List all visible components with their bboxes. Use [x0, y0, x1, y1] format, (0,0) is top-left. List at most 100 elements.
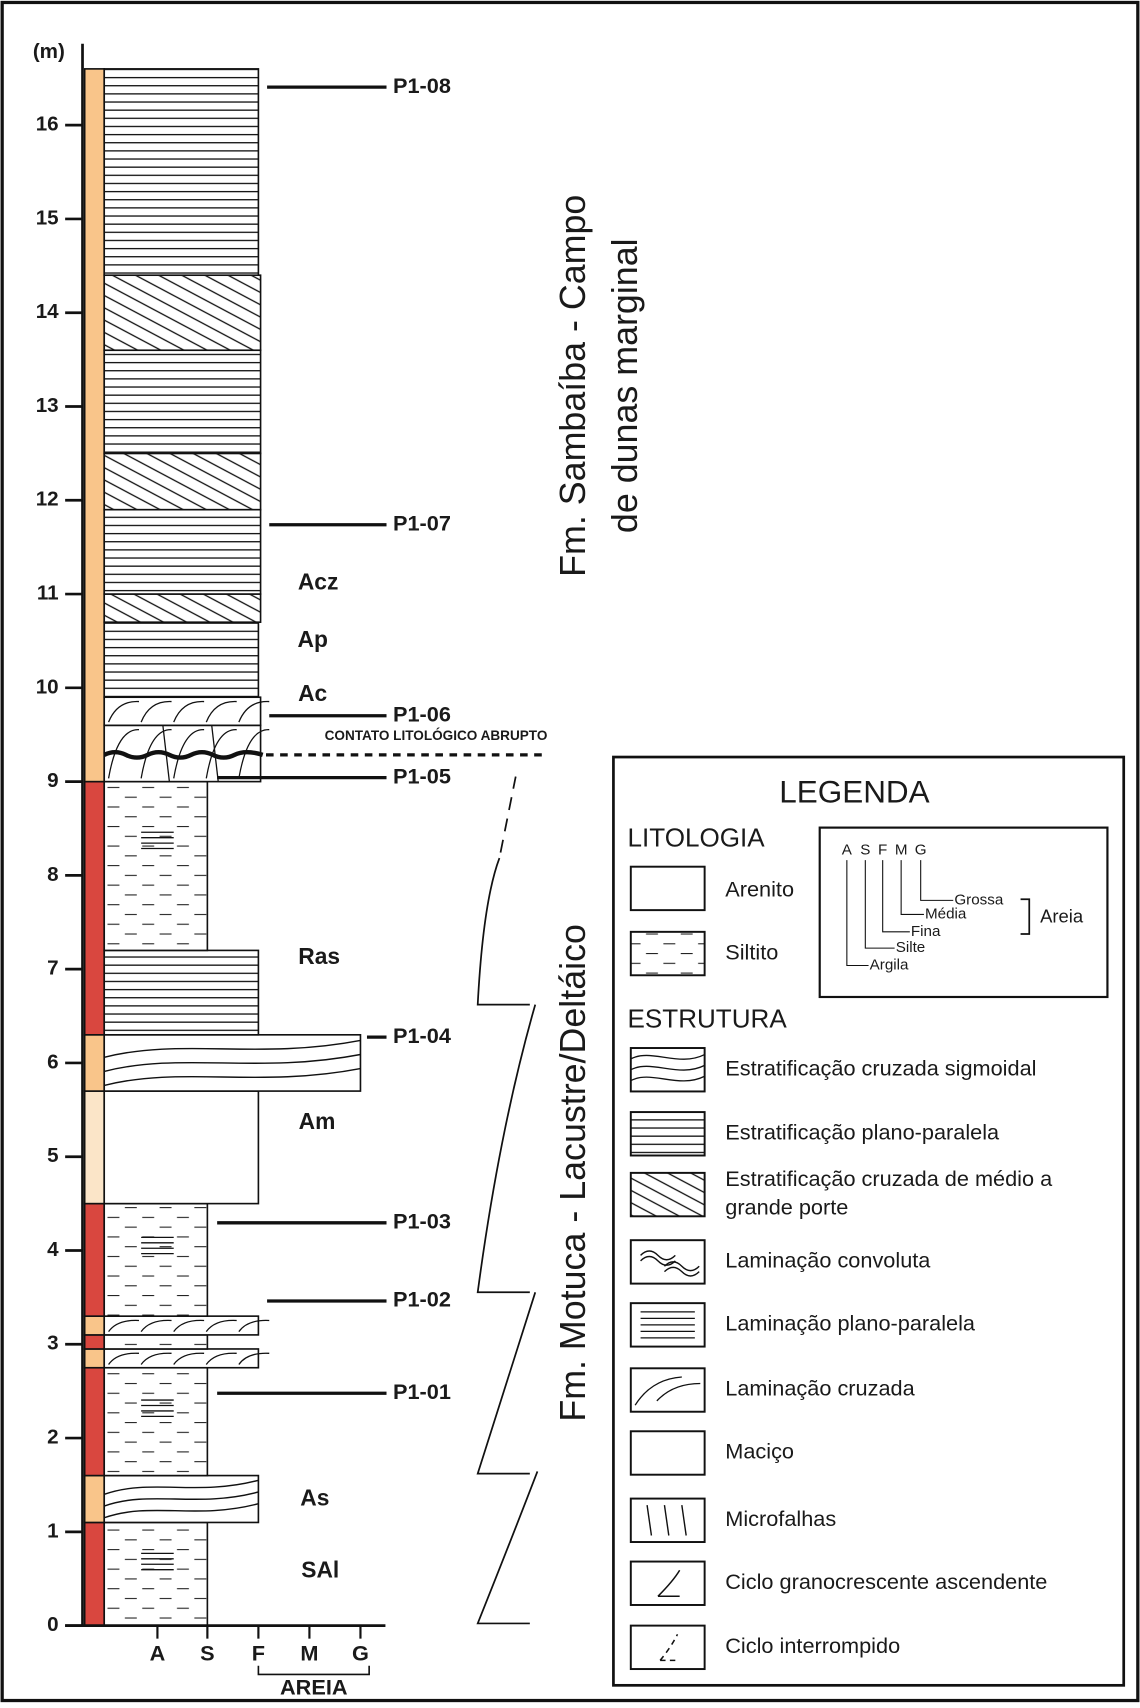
inset-letter: M: [895, 841, 908, 858]
legend-item: Microfalhas: [725, 1506, 836, 1531]
axis-tick-label: 5: [47, 1144, 58, 1167]
ripple-mark: [205, 1319, 237, 1333]
ripple-mark: [205, 700, 237, 723]
convolute-mark: [640, 1250, 676, 1266]
sigmoid-line: [630, 1075, 705, 1082]
axis-tick-label: 13: [36, 394, 59, 417]
bed: [103, 1090, 260, 1205]
ripple-mark: [107, 729, 140, 779]
sample-label: P1-03: [393, 1209, 451, 1234]
facies-color-bar: [83, 1033, 106, 1092]
bed: [103, 1315, 260, 1336]
sigmoid-line: [630, 1064, 705, 1071]
formation-label: Fm. Motuca - Lacustre/Deltáico: [553, 924, 593, 1422]
sample-label: P1-05: [393, 763, 451, 788]
sigmoid-line: [104, 1053, 361, 1073]
areia-bracket: [257, 1665, 370, 1676]
legend-item: Estratificação cruzada sigmoidal: [725, 1055, 1036, 1080]
legend-swatch: [629, 1111, 706, 1157]
ripple-mark: [238, 729, 270, 779]
contact-label: CONTATO LITOLÓGICO ABRUPTO: [325, 728, 548, 743]
facies-label: Ac: [298, 680, 327, 706]
legend-item: Estratificação cruzada de médio a: [725, 1166, 1053, 1191]
grain-label: F: [252, 1641, 265, 1666]
facies-label: SAl: [301, 1556, 339, 1582]
axis-tick-label: 3: [47, 1332, 58, 1355]
sample-label: P1-08: [393, 73, 451, 98]
legend-swatch: [629, 1560, 706, 1606]
legend-item: Laminação plano-paralela: [725, 1311, 976, 1336]
facies-label: Acz: [298, 568, 339, 594]
bed: [103, 593, 262, 623]
bed: [103, 1334, 209, 1350]
legend-swatch: [629, 865, 706, 912]
sigmoid-line: [103, 1491, 259, 1507]
legend-heading: LITOLOGIA: [628, 822, 766, 852]
ripple-mark: [238, 700, 270, 723]
facies-label: As: [300, 1485, 329, 1511]
legend-swatch: [629, 1430, 706, 1476]
bed: [103, 452, 262, 511]
bed: [103, 274, 262, 352]
inset-letter: F: [878, 841, 887, 858]
facies-label: Ap: [297, 626, 327, 652]
legend-item: Laminação cruzada: [725, 1376, 915, 1401]
axis-tick-label: 2: [47, 1426, 58, 1449]
microfault: [646, 1505, 653, 1536]
sample-label: P1-06: [393, 702, 451, 727]
ripple-mark: [173, 1319, 205, 1333]
ripple-mark: [173, 700, 205, 723]
areia-label: AREIA: [280, 1674, 348, 1699]
microfault: [663, 1505, 670, 1536]
inset-group: Areia: [1040, 906, 1084, 927]
facies-color-bar: [83, 1474, 106, 1524]
sample-label: P1-07: [393, 510, 451, 535]
inset-name: Grossa: [954, 891, 1004, 908]
ripple-mark: [634, 1376, 701, 1406]
ripple-mark: [238, 1319, 270, 1333]
ripple-mark: [108, 1319, 140, 1333]
bed: [103, 1521, 209, 1627]
facies-label: Ras: [298, 943, 340, 969]
ripple-mark: [140, 729, 172, 779]
grain-label: A: [150, 1641, 166, 1666]
legend-swatch: [629, 930, 706, 977]
cycle-curve: [476, 857, 530, 1006]
legend-item: Ciclo granocrescente ascendente: [725, 1569, 1047, 1594]
microfault: [681, 1505, 687, 1536]
cycle-curve: [476, 1471, 539, 1625]
axis-tick-label: 9: [47, 769, 58, 792]
sample-label: P1-02: [393, 1287, 451, 1312]
facies-color-bar: [83, 1348, 106, 1369]
inset-bracket: [1020, 898, 1031, 935]
convolute-mark: [663, 1261, 700, 1277]
inset-leader: [900, 860, 924, 916]
axis-tick-label: 1: [47, 1519, 58, 1542]
grain-label: M: [300, 1641, 318, 1666]
legend-swatch: [629, 1239, 706, 1285]
cycle-icon: [657, 1569, 681, 1598]
legend-swatch: [629, 1367, 706, 1413]
legend-item: Maciço: [725, 1439, 794, 1464]
axis-tick-label: 15: [36, 206, 59, 229]
bed: [103, 696, 262, 727]
facies-color-bar: [83, 1090, 106, 1205]
axis-tick-label: 7: [47, 957, 58, 980]
ripple-mark: [173, 729, 205, 779]
legend-item: Laminação convoluta: [725, 1248, 931, 1273]
sigmoid-line: [630, 1053, 705, 1060]
ripple-mark: [140, 1319, 172, 1333]
axis-tick-label: 11: [37, 582, 59, 605]
cycle-icon: [659, 1633, 679, 1662]
legend-heading: ESTRUTURA: [628, 1004, 788, 1034]
inset-name: Argila: [870, 957, 909, 974]
inset-name: Silte: [896, 939, 926, 956]
bed: [103, 780, 209, 952]
axis-tick-label: 6: [47, 1050, 58, 1073]
bed: [103, 1366, 209, 1477]
legend-swatch: [629, 1497, 706, 1543]
bed: [103, 1202, 209, 1317]
formation-label: Fm. Sambaíba - Campo: [553, 195, 593, 577]
sample-label: P1-01: [393, 1379, 451, 1404]
